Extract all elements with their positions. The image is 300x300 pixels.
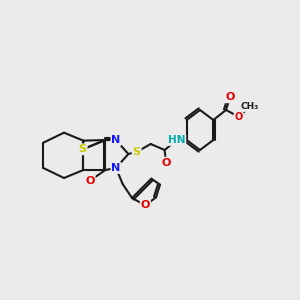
Text: N: N (111, 163, 121, 173)
Text: HN: HN (168, 135, 185, 145)
Text: S: S (133, 147, 141, 157)
Text: N: N (111, 135, 121, 145)
Text: O: O (235, 112, 243, 122)
Text: CH₃: CH₃ (241, 102, 259, 111)
Text: O: O (85, 176, 95, 186)
Text: O: O (141, 200, 150, 210)
Text: O: O (161, 158, 171, 168)
Text: O: O (225, 92, 235, 102)
Text: S: S (79, 144, 87, 154)
